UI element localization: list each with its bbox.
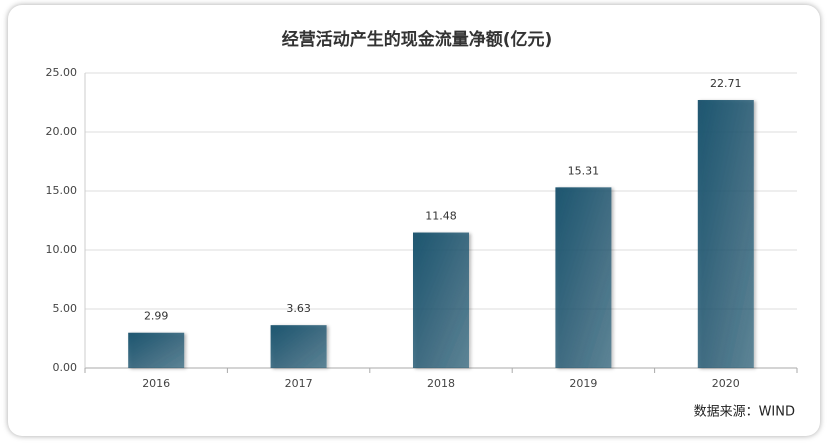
y-tick-label: 5.00 (53, 302, 78, 315)
y-tick-label: 10.00 (46, 243, 78, 256)
x-tick-label: 2016 (142, 377, 170, 390)
x-tick-label: 2019 (569, 377, 597, 390)
bar (270, 325, 327, 368)
y-tick-label: 0.00 (53, 361, 78, 374)
bar (697, 100, 754, 368)
y-tick-label: 25.00 (46, 66, 78, 79)
value-label: 2.99 (144, 310, 169, 323)
chart-title: 经营活动产生的现金流量净额(亿元) (282, 29, 553, 50)
value-label: 11.48 (425, 210, 457, 223)
x-tick-label: 2017 (285, 377, 313, 390)
value-label: 15.31 (568, 164, 600, 177)
value-label: 3.63 (286, 302, 311, 315)
y-tick-label: 15.00 (46, 184, 78, 197)
y-tick-label: 20.00 (46, 125, 78, 138)
value-label: 22.71 (710, 77, 742, 90)
x-tick-label: 2020 (712, 377, 740, 390)
x-tick-label: 2018 (427, 377, 455, 390)
bar (128, 332, 185, 368)
bar (413, 232, 469, 368)
bar (555, 187, 612, 368)
source-note: 数据来源：WIND (694, 405, 795, 420)
